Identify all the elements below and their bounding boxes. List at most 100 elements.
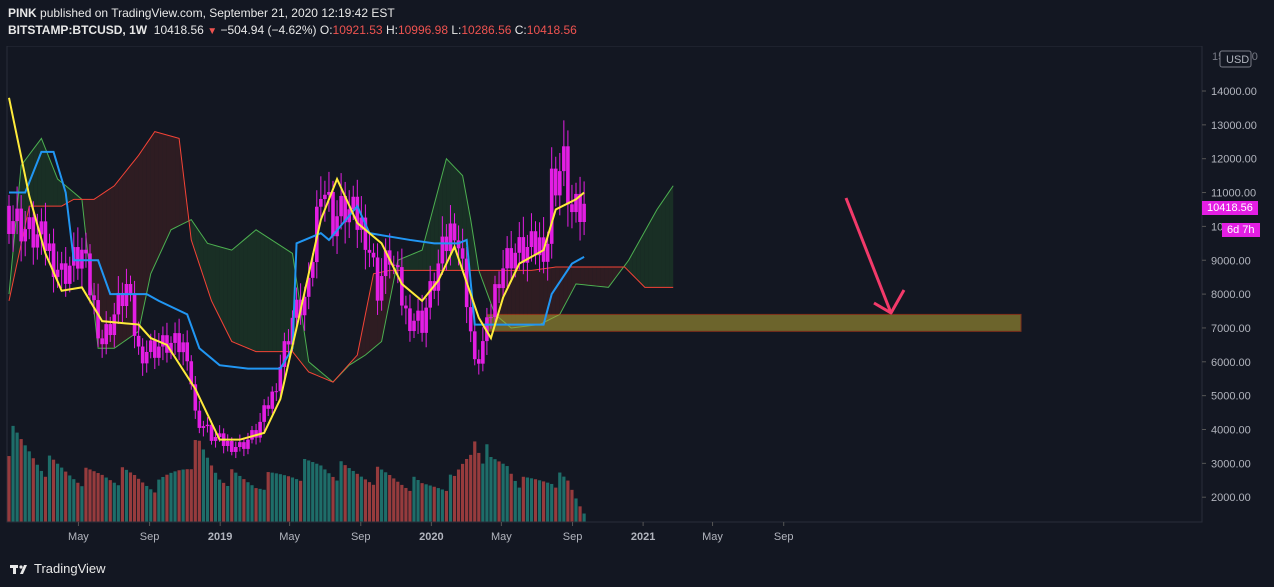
volume-bar: [201, 449, 205, 522]
ichimoku-span-b: [8, 131, 674, 383]
ichimoku-cloud-segment: [239, 239, 244, 347]
ichimoku-cloud-segment: [264, 235, 269, 352]
candle-body: [553, 168, 558, 196]
time-tick-label: 2020: [419, 531, 443, 543]
ichimoku-cloud-segment: [171, 136, 176, 230]
volume-bar: [282, 475, 286, 522]
price-tick-label: 8000.00: [1211, 289, 1251, 301]
price-tick-label: 3000.00: [1211, 458, 1251, 470]
publisher-name[interactable]: PINK: [8, 6, 37, 20]
volume-bar: [566, 480, 570, 522]
ichimoku-cloud-segment: [430, 204, 435, 271]
candle-body: [404, 305, 408, 309]
candle-body: [242, 442, 246, 449]
volume-bar: [197, 440, 201, 522]
volume-bar: [76, 482, 80, 522]
candle-body: [31, 217, 36, 248]
volume-bar: [15, 432, 19, 522]
high-label: H:: [385, 23, 398, 37]
ichimoku-cloud-segment: [580, 267, 585, 285]
ichimoku-cloud-segment: [584, 267, 589, 286]
candle-body: [92, 295, 96, 301]
price-tick-label: 7000.00: [1211, 323, 1251, 335]
time-tick-label: 2019: [208, 531, 232, 543]
symbol-label[interactable]: BITSTAMP:BTCUSD, 1W: [8, 23, 148, 37]
volume-bar: [177, 470, 181, 522]
tradingview-logo[interactable]: TradingView: [10, 561, 106, 576]
candle-body: [339, 195, 343, 217]
volume-bar: [448, 474, 453, 522]
candle-body: [120, 292, 125, 307]
ichimoku-cloud-segment: [600, 267, 605, 287]
candle-body: [412, 320, 416, 332]
support-zone: [486, 313, 1022, 332]
candle-body: [331, 192, 335, 237]
volume-bar: [84, 467, 88, 522]
ichimoku-cloud-segment: [369, 273, 374, 352]
volume-bar: [554, 487, 558, 522]
open-value: 10921.53: [332, 23, 383, 37]
ichimoku-cloud-segment: [162, 133, 167, 248]
ichimoku-cloud-segment: [142, 143, 147, 313]
ichimoku-cloud-segment: [276, 242, 281, 352]
candle-body: [391, 264, 396, 266]
candle-body: [43, 221, 48, 252]
volume-bar: [31, 458, 35, 522]
price-tick-label: 11000.00: [1211, 188, 1256, 200]
ichimoku-cloud-segment: [535, 269, 540, 326]
volume-bar: [124, 469, 129, 522]
volume-bar: [254, 488, 258, 522]
candle-body: [327, 192, 331, 195]
currency-badge[interactable]: [1219, 50, 1252, 68]
candle-body: [359, 217, 364, 230]
ichimoku-cloud-segment: [624, 260, 629, 272]
ichimoku-base-line: [9, 150, 585, 370]
volume-bar: [51, 459, 56, 522]
volume-bar: [380, 469, 384, 522]
candle-body: [562, 146, 566, 172]
volume-bar: [497, 461, 501, 522]
high-value: 10996.98: [397, 23, 448, 37]
candle-body: [355, 196, 360, 230]
ichimoku-cloud-segment: [203, 237, 208, 289]
candle-body: [485, 317, 489, 342]
ichimoku-cloud-segment: [567, 267, 572, 300]
volume-bar: [209, 465, 214, 522]
ichimoku-cloud-segment: [33, 143, 38, 207]
candle-body: [136, 335, 141, 347]
projection-arrow: [844, 197, 893, 314]
volume-bar: [525, 477, 529, 522]
tradingview-brand: TradingView: [34, 561, 106, 576]
volume-bar: [477, 452, 481, 522]
price-tick-label: 12000.00: [1211, 154, 1257, 166]
volume-bar: [315, 463, 319, 522]
candle-body: [306, 277, 311, 297]
ichimoku-cloud-segment: [247, 233, 252, 350]
candle-body: [489, 317, 493, 319]
ichimoku-cloud-segment: [652, 209, 657, 288]
candle-body: [153, 340, 157, 358]
candle-body: [23, 229, 27, 242]
candle-body: [436, 263, 441, 291]
chart-footer: TradingView: [0, 552, 1274, 587]
volume-bar: [258, 488, 262, 522]
candle-body: [460, 248, 465, 259]
low-value: 10286.56: [461, 23, 512, 37]
candle-body: [278, 366, 283, 392]
ichimoku-cloud-segment: [166, 135, 171, 239]
candle-body: [274, 391, 279, 393]
ichimoku-cloud-segment: [640, 231, 645, 288]
volume-bar: [47, 455, 52, 522]
ichimoku-cloud-segment: [588, 267, 593, 286]
candle-body: [545, 243, 550, 262]
ichimoku-cloud-segment: [657, 203, 662, 288]
volume-bar: [213, 472, 218, 522]
ichimoku-cloud-segment: [280, 245, 285, 352]
chart-area[interactable]: 15000.00USD14000.0013000.0012000.0011000…: [0, 46, 1274, 552]
volume-bar: [323, 469, 327, 522]
volume-bar: [72, 479, 76, 522]
ichimoku-cloud-segment: [49, 158, 54, 207]
candle-body: [108, 324, 113, 336]
ichimoku-cloud-segment: [227, 248, 232, 342]
candle-body: [205, 424, 210, 427]
